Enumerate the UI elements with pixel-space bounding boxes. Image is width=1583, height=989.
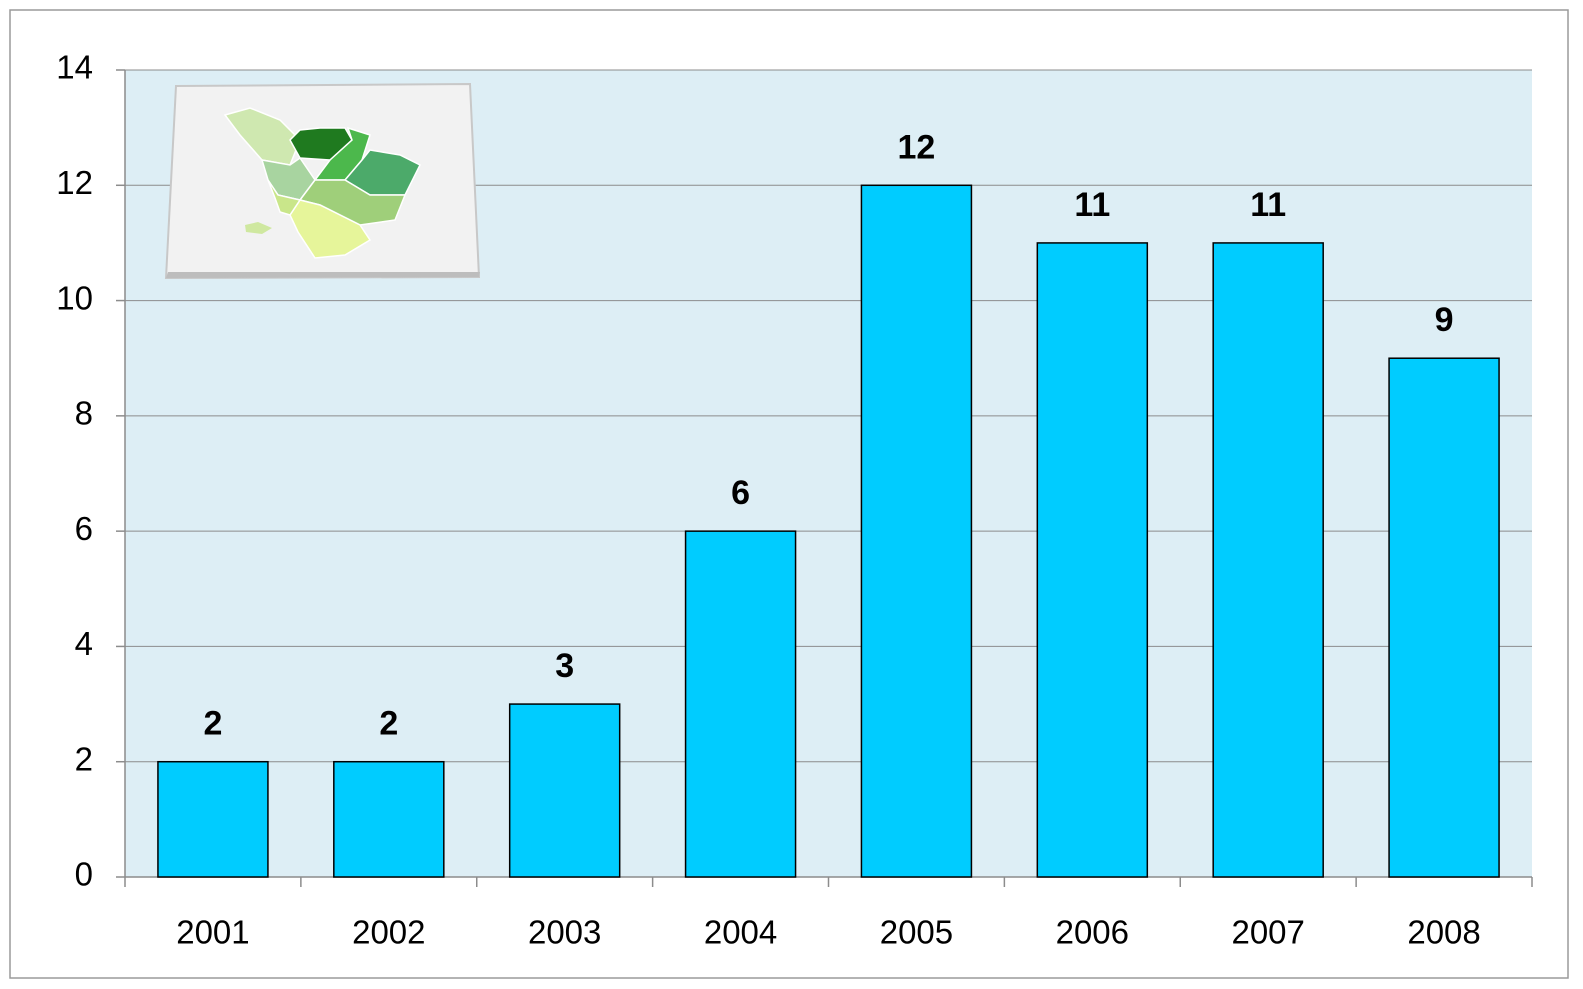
x-tick-label: 2002 (352, 914, 425, 951)
map-thumbnail (164, 82, 481, 280)
marks: 0 2 4 6 8 10 12 14 2001 2 2002 2 2003 3 2004 6 2005 12 200… (56, 49, 1533, 951)
y-tick-label: 6 (75, 510, 93, 547)
data-label: 11 (1250, 186, 1286, 224)
bar (1212, 242, 1324, 878)
bar (157, 760, 269, 878)
bar (508, 703, 621, 878)
x-tick-label: 2003 (528, 914, 601, 951)
data-label: 11 (1074, 186, 1110, 224)
x-tick-label: 2001 (176, 914, 249, 951)
bar (860, 184, 973, 878)
data-label: 2 (379, 705, 398, 743)
bar (333, 760, 445, 878)
data-label: 12 (898, 128, 936, 166)
y-tick-label: 2 (75, 740, 93, 777)
y-tick-label: 0 (75, 856, 93, 893)
data-label: 3 (555, 647, 574, 685)
x-tick-label: 2008 (1407, 914, 1480, 951)
bar (684, 530, 797, 878)
y-tick-label: 10 (56, 279, 93, 316)
bar (1036, 242, 1149, 878)
data-label: 2 (203, 705, 222, 743)
y-tick-label: 12 (56, 164, 93, 201)
y-tick-label: 14 (56, 49, 93, 86)
x-tick-label: 2004 (704, 914, 777, 951)
bar (1388, 357, 1500, 878)
y-tick-label: 4 (75, 625, 93, 662)
x-tick-label: 2005 (880, 914, 953, 951)
data-label: 6 (731, 474, 750, 512)
x-tick-label: 2007 (1231, 914, 1304, 951)
x-tick-label: 2006 (1056, 914, 1129, 951)
y-tick-label: 8 (75, 395, 93, 432)
data-label: 9 (1435, 301, 1454, 339)
